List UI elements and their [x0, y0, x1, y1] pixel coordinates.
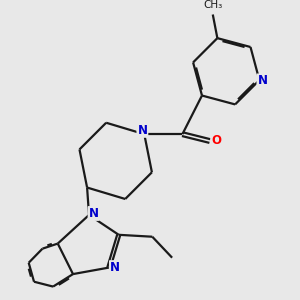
- Text: N: N: [137, 124, 147, 137]
- Text: O: O: [211, 134, 221, 147]
- Text: N: N: [257, 74, 267, 87]
- Text: N: N: [110, 261, 120, 274]
- Text: N: N: [88, 207, 99, 220]
- Text: CH₃: CH₃: [203, 0, 222, 10]
